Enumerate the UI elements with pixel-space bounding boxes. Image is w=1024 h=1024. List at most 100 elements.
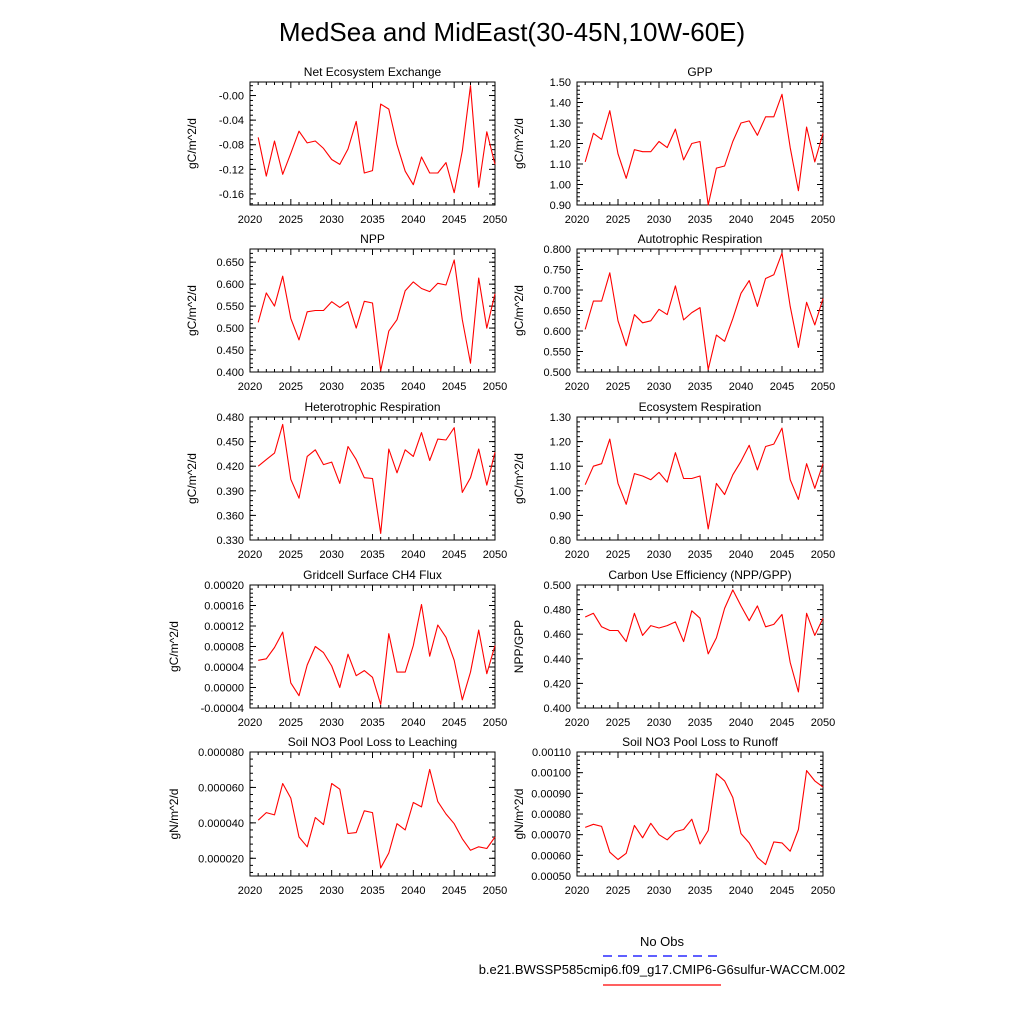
y-axis-label: gC/m^2/d xyxy=(185,118,199,169)
x-tick-label: 2030 xyxy=(647,549,671,561)
x-tick-label: 2045 xyxy=(442,549,466,561)
y-tick-label: 1.10 xyxy=(550,159,571,171)
y-tick-label: 0.390 xyxy=(216,486,244,498)
x-tick-label: 2030 xyxy=(647,381,671,393)
x-tick-label: 2030 xyxy=(647,214,671,226)
y-tick-label: 0.480 xyxy=(543,605,571,617)
x-tick-label: 2040 xyxy=(401,885,425,897)
y-tick-label: -0.16 xyxy=(219,189,244,201)
x-tick-label: 2025 xyxy=(279,549,303,561)
series-line xyxy=(584,427,824,530)
panel-title: Soil NO3 Pool Loss to Leaching xyxy=(288,735,457,749)
y-tick-label: 0.440 xyxy=(543,654,571,666)
x-tick-label: 2035 xyxy=(360,717,384,729)
x-tick-label: 2045 xyxy=(770,381,794,393)
plot-frame xyxy=(576,584,824,709)
y-tick-label: -0.00004 xyxy=(201,703,244,715)
panel-title: Carbon Use Efficiency (NPP/GPP) xyxy=(608,568,791,582)
series-line xyxy=(584,252,824,371)
x-tick-label: 2045 xyxy=(770,885,794,897)
x-tick-label: 2030 xyxy=(319,717,343,729)
x-tick-label: 2050 xyxy=(483,549,507,561)
x-tick-label: 2045 xyxy=(770,549,794,561)
x-tick-label: 2045 xyxy=(442,885,466,897)
y-tick-label: 0.750 xyxy=(543,265,571,277)
x-tick-label: 2020 xyxy=(565,214,589,226)
x-tick-label: 2035 xyxy=(688,717,712,729)
x-tick-label: 2025 xyxy=(279,885,303,897)
series-line xyxy=(585,770,824,866)
y-tick-label: 1.00 xyxy=(550,486,571,498)
x-tick-label: 2030 xyxy=(319,885,343,897)
y-tick-label: 0.800 xyxy=(543,244,571,256)
y-tick-label: 0.00090 xyxy=(531,788,571,800)
plot-frame xyxy=(249,81,496,206)
x-tick-label: 2045 xyxy=(442,214,466,226)
panel-heterotrophic-respiration: Heterotrophic Respiration 2020 2025 2030 203… xyxy=(185,400,507,561)
x-tick-label: 2030 xyxy=(319,214,343,226)
y-axis-label: gC/m^2/d xyxy=(512,285,526,336)
plot-frame xyxy=(249,248,496,373)
x-tick-label: 2030 xyxy=(319,381,343,393)
y-tick-label: 1.20 xyxy=(550,437,571,449)
x-tick-label: 2020 xyxy=(238,381,262,393)
panel-title: NPP xyxy=(360,232,385,246)
panel-title: Net Ecosystem Exchange xyxy=(304,65,442,79)
y-tick-label: 0.00100 xyxy=(531,768,571,780)
x-tick-label: 2050 xyxy=(483,885,507,897)
x-tick-label: 2030 xyxy=(647,885,671,897)
y-tick-label: 0.500 xyxy=(216,323,244,335)
x-tick-label: 2035 xyxy=(360,214,384,226)
x-tick-label: 2025 xyxy=(606,717,630,729)
panel-title: GPP xyxy=(687,65,712,79)
y-tick-label: 0.00060 xyxy=(531,850,571,862)
y-tick-label: 0.550 xyxy=(216,301,244,313)
y-tick-label: 0.500 xyxy=(543,367,571,379)
y-tick-label: -0.12 xyxy=(219,164,244,176)
panel-title: Heterotrophic Respiration xyxy=(304,400,440,414)
y-tick-label: 0.000060 xyxy=(198,782,244,794)
y-tick-label: 0.00070 xyxy=(531,830,571,842)
x-tick-label: 2040 xyxy=(401,717,425,729)
plot-frame xyxy=(249,584,496,709)
y-tick-label: 0.330 xyxy=(216,535,244,547)
x-tick-label: 2025 xyxy=(606,885,630,897)
y-tick-label: 0.00080 xyxy=(531,809,571,821)
y-tick-label: -0.00 xyxy=(219,91,244,103)
x-tick-label: 2035 xyxy=(360,549,384,561)
panel-soil-no3-pool-loss-to-leaching: Soil NO3 Pool Loss to Leaching 2020 2025 20… xyxy=(167,735,507,897)
y-tick-label: 0.000080 xyxy=(198,747,244,759)
y-tick-label: 0.90 xyxy=(550,200,571,212)
x-tick-label: 2025 xyxy=(606,549,630,561)
y-tick-label: 0.420 xyxy=(543,678,571,690)
y-tick-label: 0.500 xyxy=(543,580,571,592)
x-tick-label: 2050 xyxy=(483,381,507,393)
x-tick-label: 2045 xyxy=(442,717,466,729)
y-tick-label: 1.20 xyxy=(550,139,571,151)
x-tick-label: 2025 xyxy=(606,214,630,226)
y-axis-label: gC/m^2/d xyxy=(185,453,199,504)
panel-title: Ecosystem Respiration xyxy=(639,400,762,414)
x-tick-label: 2035 xyxy=(688,214,712,226)
y-tick-label: 0.400 xyxy=(216,367,244,379)
panel-carbon-use-efficiency-npp-gpp: Carbon Use Efficiency (NPP/GPP) 2020 2025 2… xyxy=(512,568,835,729)
y-tick-label: -0.04 xyxy=(219,115,244,127)
y-tick-label: 0.600 xyxy=(216,279,244,291)
x-tick-label: 2025 xyxy=(606,381,630,393)
series-line xyxy=(258,603,496,705)
y-tick-label: 0.650 xyxy=(543,306,571,318)
y-tick-label: 0.360 xyxy=(216,510,244,522)
y-tick-label: 0.650 xyxy=(216,257,244,269)
y-tick-label: 1.10 xyxy=(550,461,571,473)
panel-gpp: GPP 2020 2025 2030 2035 2040 2045 2050 0.90 1.00 1… xyxy=(512,65,835,226)
panel-soil-no3-pool-loss-to-runoff: Soil NO3 Pool Loss to Runoff 2020 2025 2030… xyxy=(512,735,835,897)
legend: No Obs b.e21.BWSSP585cmip6.f09_g17.CMIP6… xyxy=(479,934,845,986)
x-tick-label: 2025 xyxy=(279,717,303,729)
x-tick-label: 2035 xyxy=(360,381,384,393)
y-tick-label: 0.420 xyxy=(216,461,244,473)
figure-title: MedSea and MidEast(30-45N,10W-60E) xyxy=(279,17,745,47)
x-tick-label: 2040 xyxy=(729,549,753,561)
x-tick-label: 2040 xyxy=(729,885,753,897)
series-line xyxy=(257,85,496,194)
